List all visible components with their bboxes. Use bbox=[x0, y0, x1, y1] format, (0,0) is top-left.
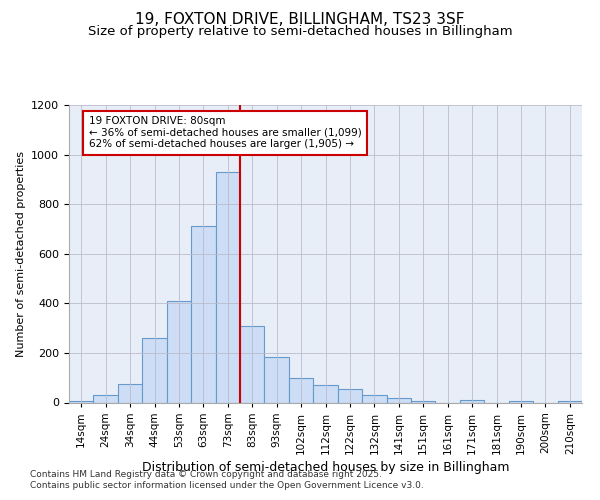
Bar bbox=[191, 226, 215, 402]
Text: Size of property relative to semi-detached houses in Billingham: Size of property relative to semi-detach… bbox=[88, 25, 512, 38]
X-axis label: Distribution of semi-detached houses by size in Billingham: Distribution of semi-detached houses by … bbox=[142, 460, 509, 473]
Text: 19 FOXTON DRIVE: 80sqm
← 36% of semi-detached houses are smaller (1,099)
62% of : 19 FOXTON DRIVE: 80sqm ← 36% of semi-det… bbox=[89, 116, 361, 150]
Text: 19, FOXTON DRIVE, BILLINGHAM, TS23 3SF: 19, FOXTON DRIVE, BILLINGHAM, TS23 3SF bbox=[135, 12, 465, 28]
Bar bbox=[338, 389, 362, 402]
Bar bbox=[167, 301, 191, 402]
Bar bbox=[240, 326, 265, 402]
Bar bbox=[460, 400, 484, 402]
Y-axis label: Number of semi-detached properties: Number of semi-detached properties bbox=[16, 151, 26, 357]
Bar bbox=[362, 395, 386, 402]
Bar bbox=[118, 384, 142, 402]
Bar bbox=[289, 378, 313, 402]
Bar bbox=[142, 338, 167, 402]
Bar bbox=[265, 356, 289, 403]
Bar bbox=[313, 385, 338, 402]
Bar bbox=[215, 172, 240, 402]
Text: Contains public sector information licensed under the Open Government Licence v3: Contains public sector information licen… bbox=[30, 481, 424, 490]
Bar bbox=[69, 400, 94, 402]
Text: Contains HM Land Registry data © Crown copyright and database right 2025.: Contains HM Land Registry data © Crown c… bbox=[30, 470, 382, 479]
Bar bbox=[386, 398, 411, 402]
Bar bbox=[94, 395, 118, 402]
